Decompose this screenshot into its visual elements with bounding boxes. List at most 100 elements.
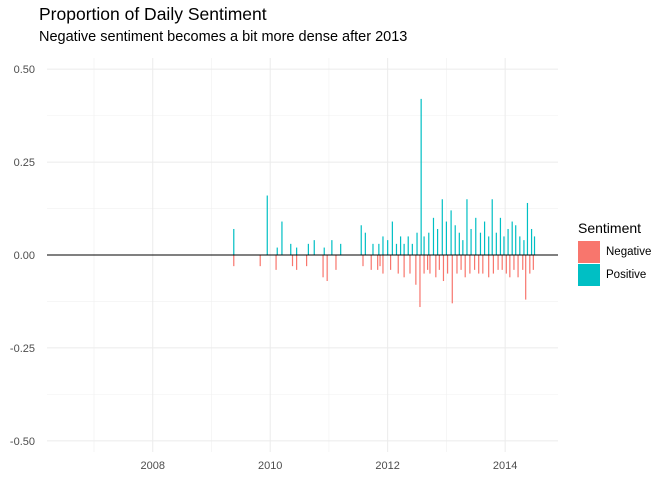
bar-positive bbox=[428, 232, 430, 255]
bar-negative bbox=[505, 255, 507, 274]
bar-positive bbox=[441, 199, 443, 255]
chart-subtitle: Negative sentiment becomes a bit more de… bbox=[39, 29, 408, 45]
bar-negative bbox=[335, 255, 337, 270]
bar-positive bbox=[420, 98, 422, 255]
bar-negative bbox=[382, 255, 384, 274]
bar-positive bbox=[407, 236, 409, 255]
bar-negative bbox=[390, 255, 392, 270]
bar-positive bbox=[503, 236, 505, 255]
legend-title: Sentiment bbox=[578, 220, 642, 236]
bar-negative bbox=[259, 255, 261, 267]
bar-negative bbox=[415, 255, 417, 285]
bar-negative bbox=[478, 255, 480, 274]
bar-negative bbox=[497, 255, 499, 270]
bar-positive bbox=[281, 221, 283, 255]
bar-negative bbox=[456, 255, 458, 274]
bar-negative bbox=[326, 255, 328, 282]
bar-negative bbox=[362, 255, 364, 267]
bar-negative bbox=[517, 255, 519, 278]
bar-negative bbox=[509, 255, 511, 278]
bar-negative bbox=[438, 255, 440, 270]
bar-positive bbox=[511, 221, 513, 255]
bar-negative bbox=[379, 255, 381, 267]
bar-positive bbox=[523, 240, 525, 255]
bar-negative bbox=[427, 255, 429, 270]
bar-negative bbox=[403, 255, 405, 278]
bar-positive bbox=[507, 228, 509, 255]
bar-negative bbox=[419, 255, 421, 308]
bar-negative bbox=[469, 255, 471, 274]
bar-positive bbox=[475, 217, 477, 255]
y-tick-label: -0.25 bbox=[10, 343, 35, 355]
bar-positive bbox=[479, 232, 482, 255]
legend-key-negative bbox=[578, 240, 600, 263]
bar-positive bbox=[515, 225, 517, 255]
bar-positive bbox=[403, 243, 405, 255]
bar-negative bbox=[492, 255, 494, 274]
y-tick-label: 0.25 bbox=[14, 157, 35, 169]
bar-positive bbox=[364, 232, 366, 255]
bar-positive bbox=[458, 232, 460, 255]
bar-positive bbox=[276, 247, 278, 255]
bar-negative bbox=[306, 255, 308, 267]
bar-negative bbox=[513, 255, 515, 270]
bar-negative bbox=[522, 255, 524, 270]
bar-positive bbox=[432, 217, 435, 255]
bar-negative bbox=[296, 255, 298, 270]
x-tick-label: 2014 bbox=[493, 460, 517, 472]
bar-negative bbox=[291, 255, 294, 267]
bar-positive bbox=[495, 232, 497, 255]
y-tick-label: 0.00 bbox=[14, 250, 35, 262]
bar-negative bbox=[322, 255, 324, 278]
bar-negative bbox=[525, 255, 527, 300]
legend-key-positive bbox=[578, 263, 600, 286]
bar-positive bbox=[233, 228, 235, 255]
chart-title: Proportion of Daily Sentiment bbox=[39, 4, 267, 24]
bar-positive bbox=[470, 228, 472, 255]
bar-negative bbox=[488, 255, 490, 278]
bar-positive bbox=[445, 221, 448, 255]
bar-positive bbox=[331, 240, 333, 255]
bar-positive bbox=[372, 243, 374, 255]
bar-positive bbox=[266, 195, 268, 255]
bar-positive bbox=[340, 243, 342, 255]
bar-positive bbox=[378, 243, 380, 255]
bar-positive bbox=[360, 225, 362, 255]
bar-positive bbox=[436, 228, 439, 255]
bar-positive bbox=[387, 240, 389, 255]
bar-positive bbox=[483, 221, 486, 255]
legend-label-negative: Negative bbox=[606, 245, 652, 258]
bar-positive bbox=[530, 228, 533, 255]
bar-positive bbox=[423, 236, 425, 255]
bar-positive bbox=[395, 243, 398, 255]
bar-negative bbox=[501, 255, 503, 270]
bar-negative bbox=[529, 255, 531, 274]
y-tick-label: 0.50 bbox=[14, 64, 35, 76]
bar-positive bbox=[488, 236, 490, 255]
bar-positive bbox=[526, 202, 529, 255]
bar-positive bbox=[450, 210, 452, 255]
bar-positive bbox=[499, 217, 502, 255]
x-tick-label: 2008 bbox=[140, 460, 164, 472]
bar-positive bbox=[466, 199, 468, 255]
bar-negative bbox=[446, 255, 449, 274]
bar-positive bbox=[307, 243, 309, 255]
bar-negative bbox=[464, 255, 466, 278]
bar-positive bbox=[416, 232, 418, 255]
bar-negative bbox=[442, 255, 445, 282]
y-tick-label: -0.50 bbox=[10, 436, 35, 448]
bar-negative bbox=[532, 255, 534, 270]
bar-positive bbox=[462, 240, 464, 255]
bar-positive bbox=[296, 247, 298, 255]
legend: Sentiment Negative Positive bbox=[578, 220, 651, 286]
bar-negative bbox=[451, 255, 453, 304]
bar-positive bbox=[519, 236, 521, 255]
bar-negative bbox=[473, 255, 476, 270]
bar-negative bbox=[460, 255, 462, 270]
bar-positive bbox=[323, 247, 325, 255]
legend-item-positive: Positive bbox=[578, 263, 651, 286]
bar-negative bbox=[409, 255, 411, 274]
bar-negative bbox=[482, 255, 484, 274]
bar-positive bbox=[313, 240, 315, 255]
